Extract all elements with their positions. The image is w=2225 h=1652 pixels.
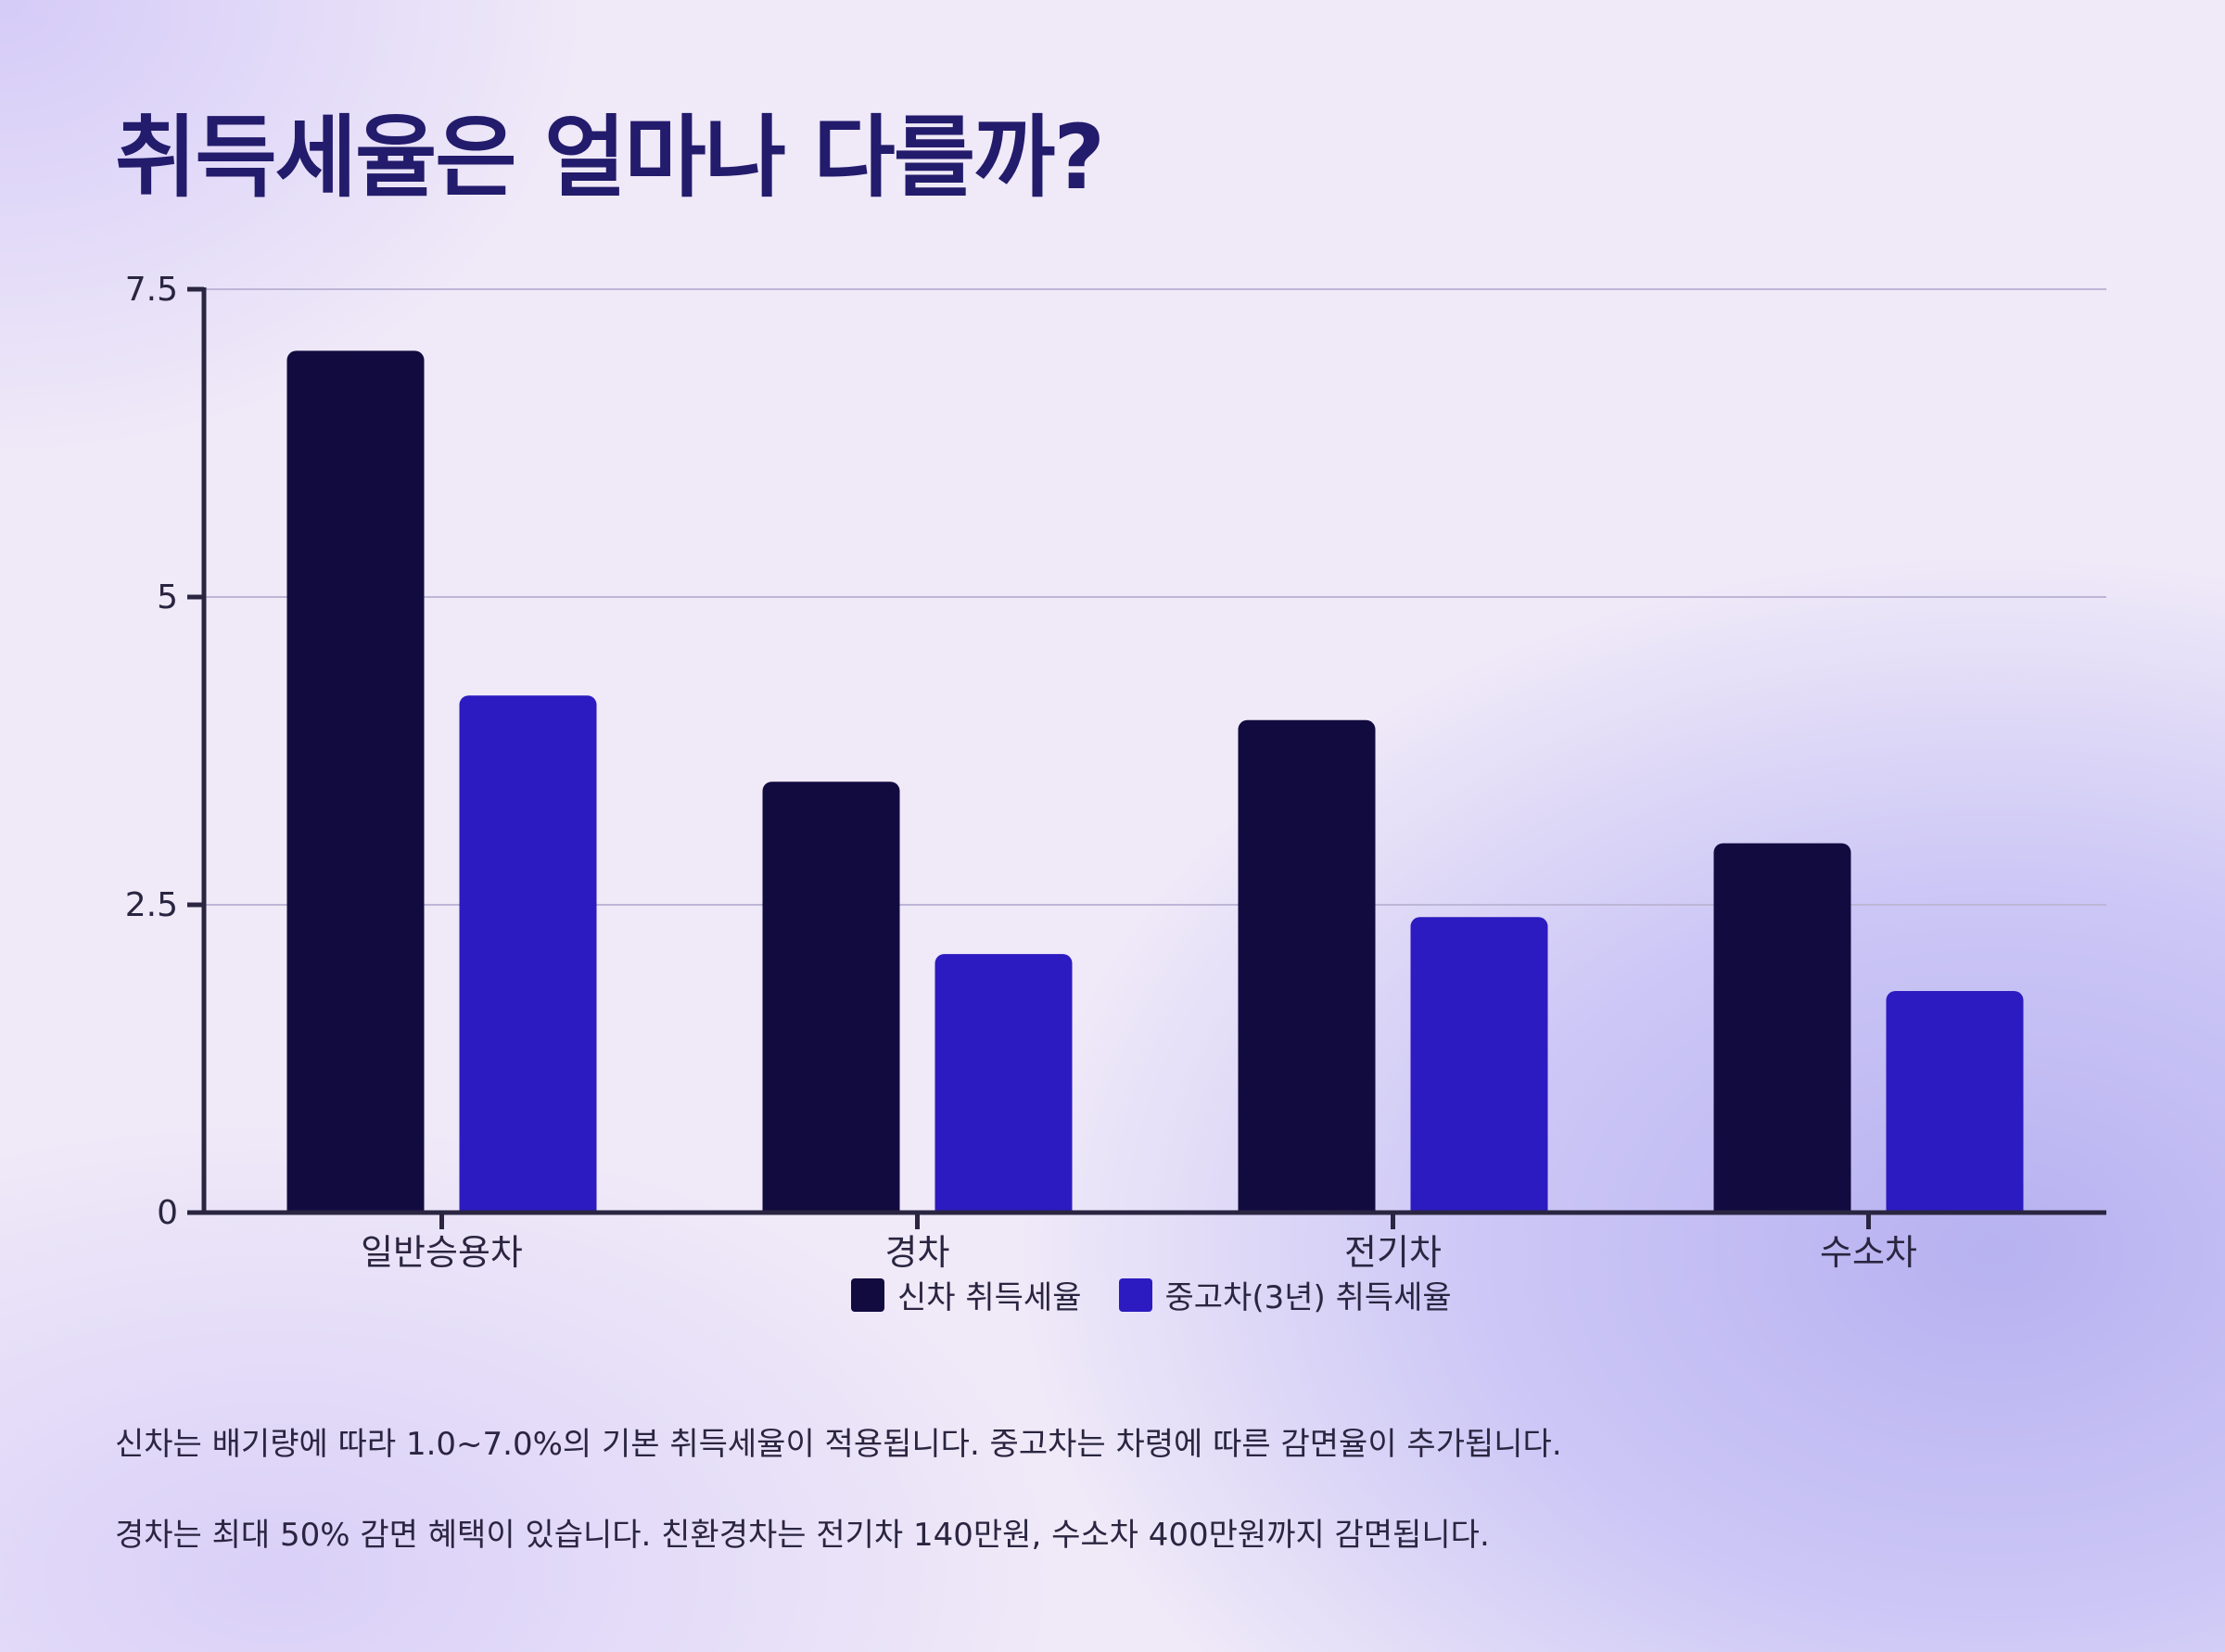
y-tick-label: 0 [157,1194,178,1232]
bar [762,782,900,1213]
bar [459,695,597,1213]
chart-title: 취득세율은 얼마나 다를까? [115,106,1105,210]
bar-base [1713,1201,1851,1213]
bar-base [1886,1201,2024,1213]
legend-label-used-car: 중고차(3년) 취득세율 [1164,1279,1452,1316]
note-text-2: 경차는 최대 50% 감면 혜택이 있습니다. 친환경차는 전기차 140만원,… [115,1517,1490,1554]
bar-base [286,1201,425,1213]
legend-label-new-car: 신차 취득세율 [897,1279,1082,1316]
x-tick-label: 경차 [885,1232,950,1273]
bar-base [934,1201,1073,1213]
x-tick-label: 일반승용차 [361,1232,523,1273]
legend: 신차 취득세율 중고차(3년) 취득세율 [851,1272,1489,1317]
note-text-1: 신차는 배기량에 따라 1.0~7.0%의 기본 취득세율이 적용됩니다. 중고… [115,1426,1562,1463]
bar-base [1238,1201,1376,1213]
y-tick-label: 5 [157,578,178,616]
bar [934,954,1073,1213]
bar-base [762,1201,900,1213]
x-tick-label: 전기차 [1344,1232,1442,1273]
bar [1410,917,1548,1213]
bar [1238,719,1376,1213]
bar [1886,990,2024,1213]
bar [286,350,425,1213]
legend-item-used-car[interactable]: 중고차(3년) 취득세율 [1118,1272,1452,1317]
legend-swatch-new-car [851,1277,884,1312]
y-tick-label: 2.5 [125,886,178,924]
bar-base [1410,1201,1548,1213]
bar [1713,843,1851,1213]
legend-item-new-car[interactable]: 신차 취득세율 [851,1272,1082,1317]
legend-swatch-used-car [1118,1277,1152,1312]
x-tick-label: 수소차 [1820,1232,1917,1273]
y-tick-label: 7.5 [125,271,178,309]
bar-base [459,1201,597,1213]
